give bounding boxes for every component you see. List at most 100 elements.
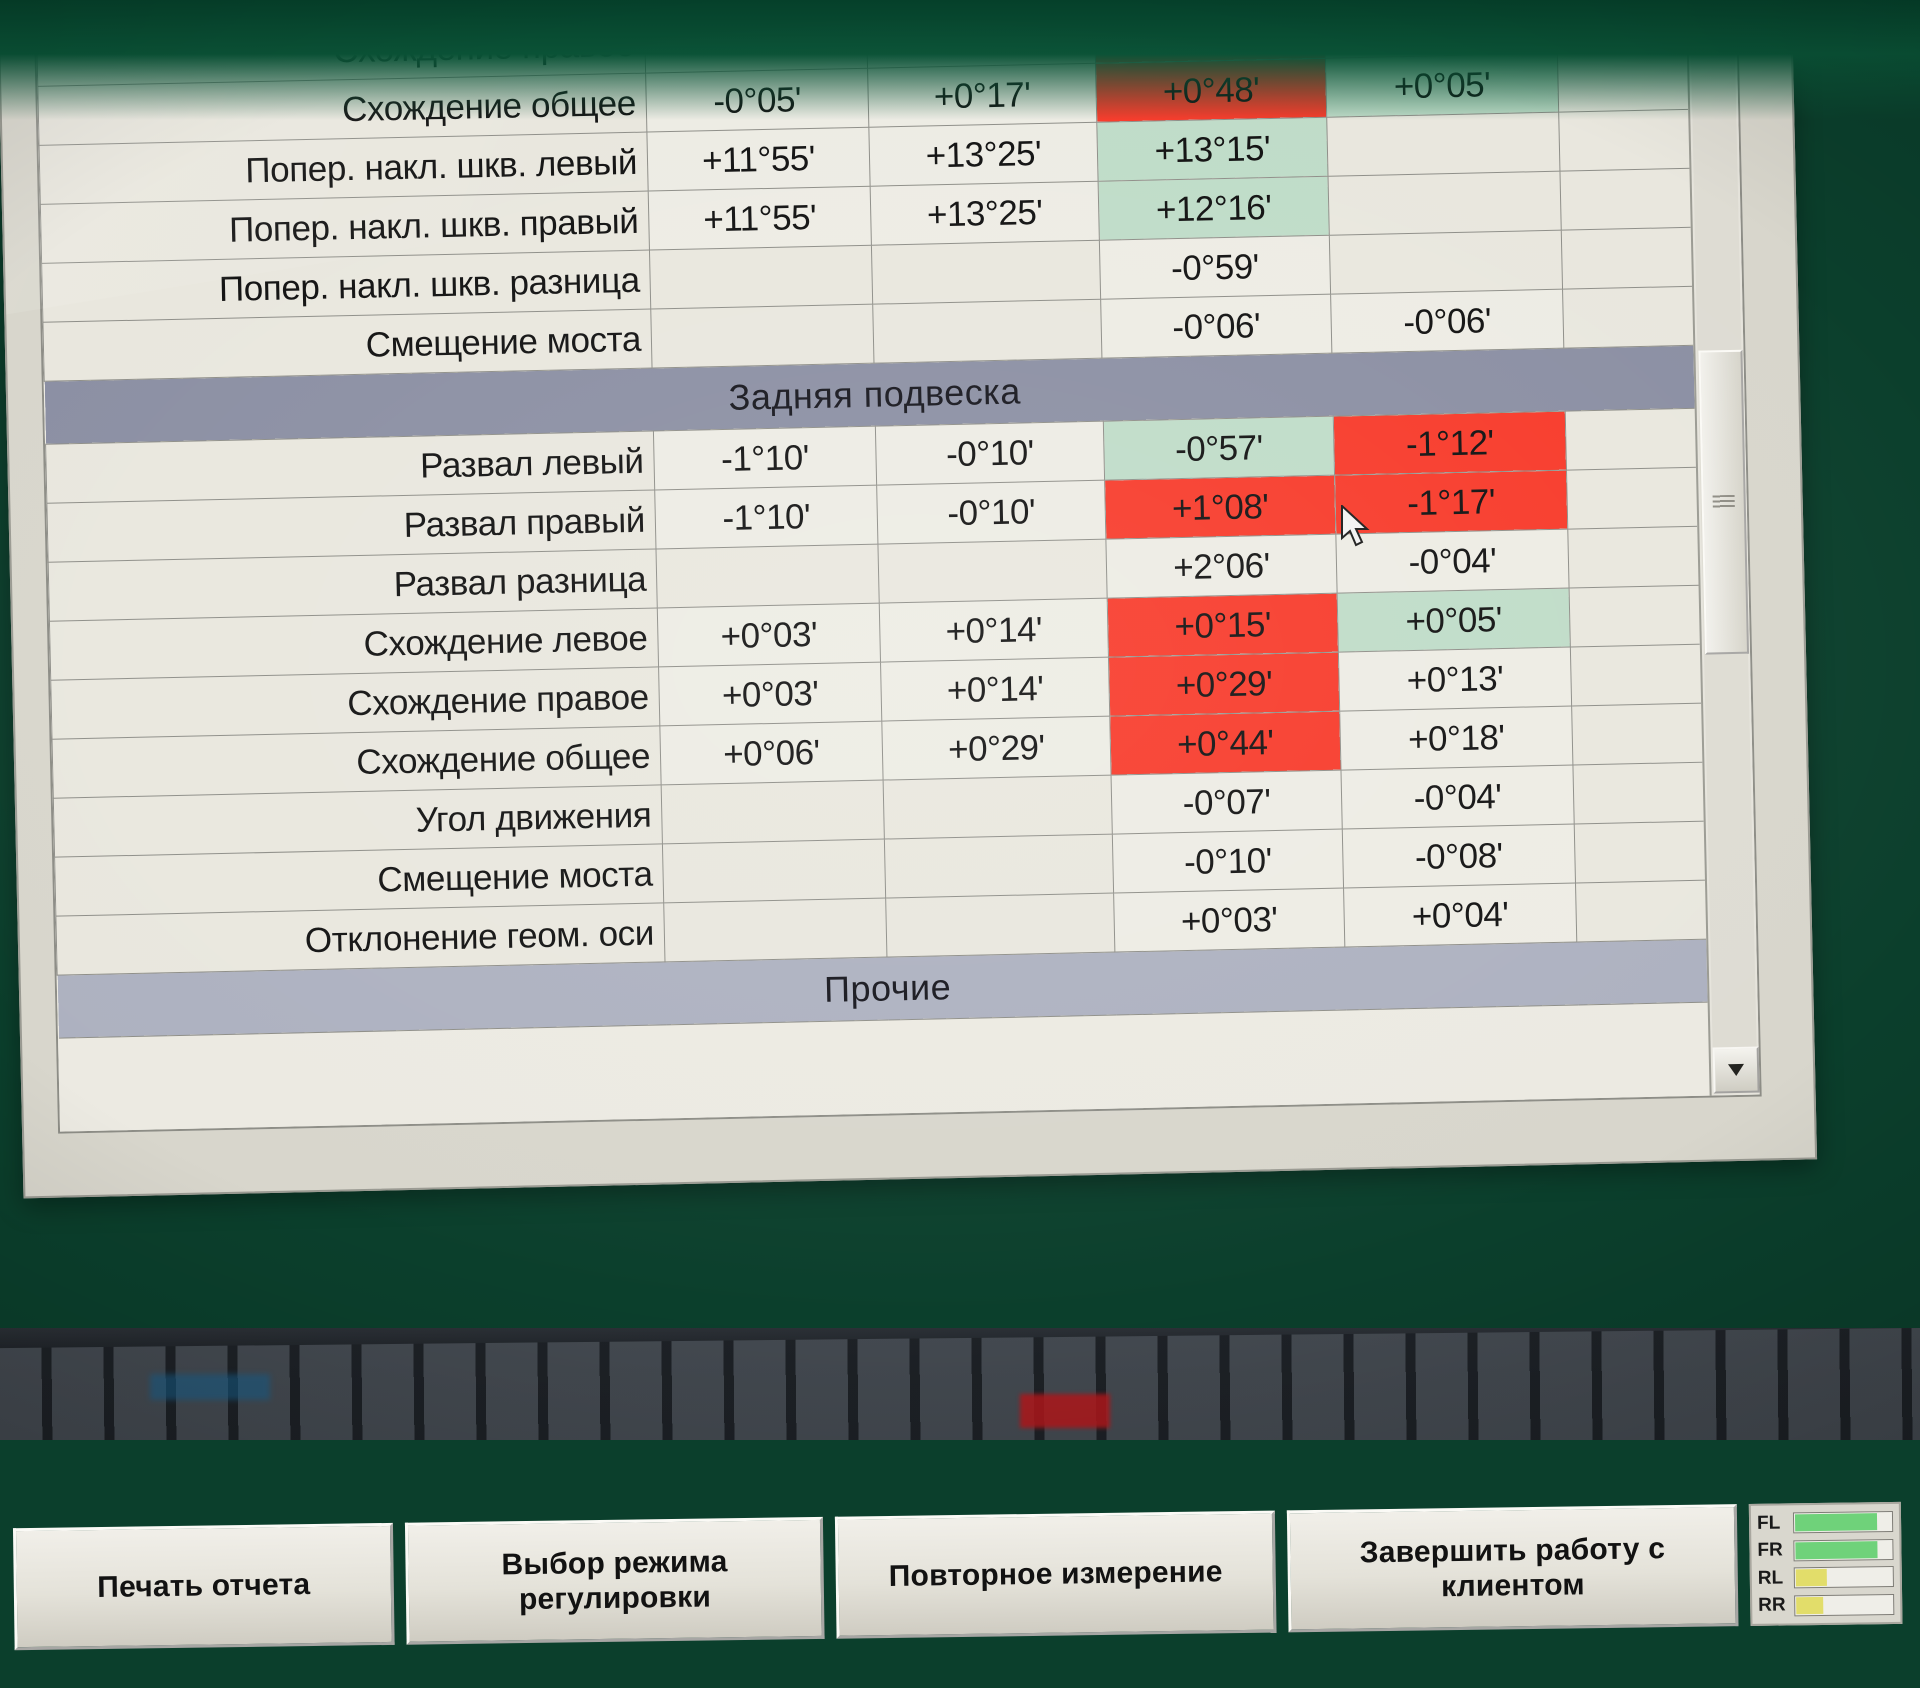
physical-keyboard: [0, 1328, 1920, 1440]
value-cell[interactable]: -1°12': [1333, 411, 1567, 476]
value-cell[interactable]: -0°05': [644, 9, 868, 74]
value-cell[interactable]: +0°06': [659, 721, 884, 785]
value-cell[interactable]: +0°15': [1107, 593, 1339, 658]
value-cell[interactable]: +0°05': [1337, 588, 1571, 653]
value-cell[interactable]: +0°44': [1109, 711, 1341, 776]
row-spacer-cell: [1574, 820, 1710, 883]
scroll-up-icon[interactable]: [1689, 0, 1737, 39]
value-cell[interactable]: [649, 245, 873, 310]
value-cell[interactable]: -0°10': [876, 480, 1106, 545]
wheel-status-bar: [1793, 1538, 1894, 1561]
value-cell[interactable]: [1329, 230, 1563, 295]
keyboard-blue-key: [150, 1374, 270, 1400]
row-spacer-cell: [1561, 227, 1703, 290]
row-spacer-cell: [1559, 168, 1702, 231]
value-cell[interactable]: +0°24': [1094, 0, 1326, 64]
value-cell[interactable]: +13°25': [870, 181, 1100, 246]
row-spacer-cell: [1565, 408, 1707, 471]
value-cell[interactable]: [661, 780, 885, 844]
value-cell[interactable]: +0°29': [1108, 652, 1340, 717]
value-cell[interactable]: -0°57': [1103, 416, 1335, 481]
value-cell[interactable]: +0°18': [1339, 706, 1573, 771]
measurement-table-body: Схождение правое -0°05' +0°05' +0°24' +0°01'…: [36, 0, 1710, 1039]
wheel-status-row: RL: [1758, 1564, 1894, 1591]
row-spacer-cell: [1558, 109, 1700, 172]
scroll-down-icon[interactable]: [1712, 1046, 1760, 1094]
value-cell[interactable]: +13°25': [868, 122, 1099, 187]
value-cell[interactable]: [872, 299, 1102, 364]
value-cell[interactable]: [871, 240, 1101, 305]
value-cell[interactable]: [884, 834, 1114, 899]
value-cell[interactable]: +2°06': [1105, 534, 1338, 599]
value-cell[interactable]: -0°08': [1342, 824, 1576, 889]
mouse-cursor-icon: [1341, 505, 1370, 547]
print-report-button[interactable]: Печать отчета: [12, 1522, 395, 1651]
value-cell[interactable]: +1°08': [1104, 475, 1336, 540]
adjust-mode-label: Выбор режима регулировки: [501, 1544, 728, 1617]
value-cell[interactable]: [1326, 112, 1560, 177]
finish-client-button[interactable]: Завершить работу с клиентом: [1286, 1504, 1739, 1633]
value-cell[interactable]: -0°59': [1099, 235, 1331, 300]
value-cell[interactable]: +0°48': [1095, 58, 1327, 123]
value-cell[interactable]: [655, 544, 880, 608]
row-spacer-cell: [1572, 761, 1710, 825]
scroll-thumb[interactable]: [1698, 349, 1750, 655]
measurement-grid: Схождение правое -0°05' +0°05' +0°24' +0°01'…: [33, 0, 1762, 1134]
value-cell[interactable]: +0°05': [1325, 53, 1559, 118]
keyboard-keys: [0, 1328, 1920, 1440]
value-cell[interactable]: [1328, 171, 1562, 236]
alignment-app-window: Схождение правое -0°05' +0°05' +0°24' +0°01'…: [0, 0, 1818, 1199]
value-cell[interactable]: +0°03': [657, 603, 881, 667]
wheel-status-row: FR: [1757, 1537, 1894, 1564]
value-cell[interactable]: +0°01': [1324, 0, 1558, 59]
wheel-status-row: RR: [1758, 1592, 1895, 1619]
value-cell[interactable]: -1°10': [653, 426, 877, 490]
value-cell[interactable]: +0°29': [881, 716, 1112, 781]
row-spacer-cell: [1570, 643, 1710, 707]
wheel-status-bar-fill: [1795, 1540, 1878, 1559]
value-cell[interactable]: -0°10': [1112, 829, 1344, 894]
value-cell[interactable]: +11°55': [648, 186, 872, 251]
scroll-thumb-grip: [1712, 494, 1735, 510]
value-cell[interactable]: [883, 775, 1113, 840]
wheel-status-bar: [1794, 1593, 1895, 1617]
value-cell[interactable]: -0°04': [1340, 765, 1575, 830]
value-cell[interactable]: +0°04': [1343, 882, 1577, 948]
measurement-grid-scroll-area[interactable]: Схождение правое -0°05' +0°05' +0°24' +0°01'…: [35, 0, 1710, 1132]
row-spacer-cell: [1556, 0, 1698, 54]
value-cell[interactable]: -1°10': [654, 485, 878, 549]
value-cell[interactable]: +0°17': [867, 63, 1097, 128]
value-cell[interactable]: -0°06': [1100, 294, 1332, 359]
value-cell[interactable]: +0°03': [1113, 888, 1345, 953]
remeasure-button[interactable]: Повторное измерение: [834, 1510, 1277, 1639]
value-cell[interactable]: +0°14': [879, 598, 1109, 663]
value-cell[interactable]: -0°07': [1111, 770, 1343, 835]
value-cell[interactable]: +13°15': [1096, 117, 1329, 182]
value-cell[interactable]: [877, 539, 1108, 604]
wheel-status-row: FL: [1757, 1509, 1894, 1536]
value-cell[interactable]: +0°03': [658, 662, 882, 726]
adjust-mode-button[interactable]: Выбор режима регулировки: [404, 1516, 825, 1645]
value-cell[interactable]: [662, 839, 886, 903]
value-cell[interactable]: +0°14': [880, 657, 1110, 722]
wheel-status-label: FR: [1757, 1539, 1783, 1562]
value-cell[interactable]: +12°16': [1098, 176, 1330, 241]
value-cell[interactable]: +11°55': [646, 127, 871, 192]
value-cell[interactable]: [650, 304, 874, 369]
row-spacer-cell: [1562, 286, 1704, 349]
value-cell[interactable]: +0°05': [866, 4, 1096, 69]
wheel-status-bar-fill: [1794, 1513, 1878, 1532]
value-cell[interactable]: [663, 898, 887, 962]
wheel-status-label: RR: [1758, 1594, 1786, 1617]
value-cell[interactable]: -0°06': [1330, 289, 1564, 354]
print-report-label: Печать отчета: [97, 1568, 311, 1605]
value-cell[interactable]: -0°05': [645, 68, 869, 133]
wheel-status-bar-fill: [1796, 1596, 1824, 1615]
row-spacer-cell: [1571, 702, 1710, 766]
row-spacer-cell: [1567, 526, 1710, 589]
value-cell[interactable]: [885, 893, 1115, 958]
keyboard-red-key: [1020, 1394, 1110, 1428]
row-spacer-cell: [1557, 50, 1699, 113]
value-cell[interactable]: +0°13': [1338, 647, 1572, 712]
value-cell[interactable]: -0°10': [875, 421, 1105, 486]
